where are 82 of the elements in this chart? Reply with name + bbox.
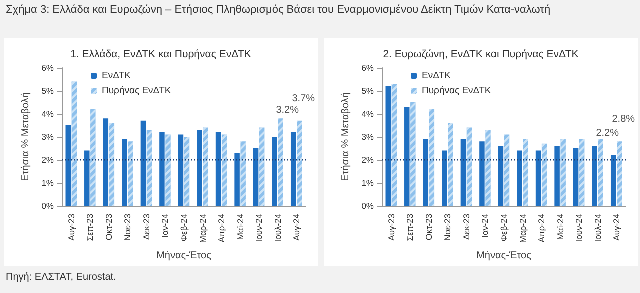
bar	[122, 139, 128, 206]
bar	[498, 146, 504, 206]
x-tick-label: Οκτ-23	[104, 214, 114, 240]
x-tick-label: Μαρ-24	[198, 214, 208, 244]
x-tick-label: Απρ-24	[216, 214, 227, 243]
x-tick-label: Αυγ-24	[612, 214, 622, 241]
bar	[573, 148, 579, 206]
bar	[517, 150, 522, 206]
data-label: 2.2%	[596, 128, 620, 139]
y-axis-title: Ετήσια % Μεταβολή	[340, 92, 352, 182]
data-label: 3.7%	[292, 93, 316, 104]
y-tick-label: 4%	[42, 108, 54, 119]
bar	[216, 132, 222, 206]
text: Πηγή: ΕΛΣΤΑΤ, Eurostat.	[6, 272, 116, 283]
bar	[404, 107, 410, 206]
x-tick-label: Ιουλ-24	[592, 214, 603, 242]
bar	[480, 142, 485, 206]
x-tick-label: Νοε-23	[122, 214, 133, 241]
bar	[140, 120, 146, 206]
bar	[290, 132, 296, 206]
y-tick-label: 2%	[42, 154, 54, 165]
y-tick-label: 2%	[362, 154, 374, 165]
bar	[160, 132, 165, 206]
x-tick-label: Νοε-23	[442, 214, 453, 241]
bar	[103, 118, 109, 206]
bar	[197, 130, 202, 206]
x-tick-label: Δεκ-23	[141, 214, 152, 240]
x-axis-title: Μήνας-Έτος	[476, 250, 532, 262]
y-axis-title: Ετήσια % Μεταβολή	[20, 92, 32, 182]
bar	[234, 153, 240, 206]
bar	[536, 150, 542, 206]
y-tick-label: 6%	[362, 63, 374, 73]
y-tick-label: 3%	[42, 132, 54, 142]
x-tick-label: Ιουν-24	[254, 214, 264, 242]
chart-title: 1. Ελλάδα, ΕνΔΤΚ και Πυρήνας ΕνΔΤΚ	[70, 48, 252, 60]
x-tick-label: Μαρ-24	[518, 214, 528, 244]
x-tick-label: Ιουν-24	[574, 214, 584, 242]
y-tick-label: 4%	[362, 108, 374, 119]
bar	[460, 139, 466, 206]
legend-label: ΕνΔΤΚ	[422, 70, 452, 82]
x-tick-label: Αυγ-23	[66, 214, 76, 241]
y-tick-label: 1%	[42, 178, 54, 188]
bar	[610, 155, 616, 206]
x-tick-label: Φεβ-24	[179, 214, 189, 242]
x-tick-label: Μαϊ-24	[555, 214, 566, 240]
y-tick-label: 3%	[362, 132, 374, 142]
bar	[178, 134, 184, 206]
x-tick-label: Ιαν-24	[480, 214, 490, 238]
text: Σχήμα 3: Ελλάδα και Ευρωζώνη – Ετήσιος Πληθωρισμός Βάσει του Εναρμονισμένου Δείκτη Τιμών Κατα-ναλωτή	[6, 3, 552, 17]
bar	[66, 125, 71, 206]
legend-label: Πυρήνας ΕνΔΤΚ	[102, 86, 172, 96]
data-label: 2.8%	[612, 114, 636, 126]
bar	[442, 150, 448, 206]
x-tick-label: Ιουλ-24	[272, 214, 283, 242]
bar	[272, 136, 278, 206]
bar	[253, 148, 259, 206]
x-tick-label: Σεπ-23	[405, 214, 416, 242]
y-tick-label: 6%	[42, 63, 54, 73]
legend-label: ΕνΔΤΚ	[102, 70, 132, 82]
x-tick-label: Σεπ-23	[85, 214, 96, 242]
y-tick-label: 5%	[42, 86, 54, 96]
chart-title: 2. Ευρωζώνη, ΕνΔΤΚ και Πυρήνας ΕνΔΤΚ	[383, 48, 579, 60]
bar	[554, 146, 560, 206]
y-tick-label: 0%	[362, 200, 374, 211]
bar	[386, 86, 391, 206]
x-tick-label: Δεκ-23	[461, 214, 472, 240]
x-tick-label: Ιαν-24	[160, 214, 170, 238]
bar	[592, 146, 598, 206]
x-tick-label: Οκτ-23	[424, 214, 434, 240]
bar	[423, 139, 429, 206]
x-axis-title: Μήνας-Έτος	[156, 250, 212, 262]
x-tick-label: Απρ-24	[536, 214, 547, 243]
y-tick-label: 1%	[362, 178, 374, 188]
x-tick-label: Φεβ-24	[499, 214, 509, 242]
y-tick-label: 5%	[362, 86, 374, 96]
data-label: 3.2%	[276, 104, 300, 116]
bar	[84, 150, 90, 206]
legend-label: Πυρήνας ΕνΔΤΚ	[422, 86, 492, 96]
x-tick-label: Αυγ-23	[386, 214, 396, 241]
x-tick-label: Μαϊ-24	[235, 214, 246, 240]
x-tick-label: Αυγ-24	[292, 214, 302, 241]
y-tick-label: 0%	[42, 200, 54, 211]
